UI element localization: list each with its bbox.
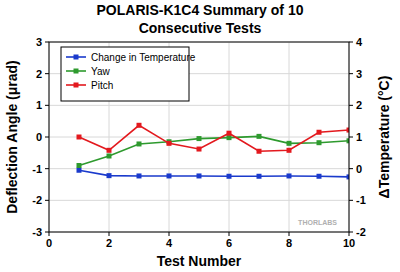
series-marker [107,154,112,159]
y2-tick-label: 1 [356,131,362,143]
y2-tick [349,105,353,106]
y-tick [45,168,49,169]
x-tick-label: 10 [343,237,355,249]
y-tick [45,137,49,138]
series-marker [257,134,262,139]
x-tick [169,232,170,236]
y-tick [45,42,49,43]
series-marker [77,168,82,173]
series-marker [287,141,292,146]
y2-tick-label: 0 [356,163,362,175]
series-marker [137,123,142,128]
y-tick-label: 1 [36,99,42,111]
y2-tick-label: 3 [356,68,362,80]
y-tick [45,232,49,233]
y-axis-label: Deflection Angle (μrad) [4,60,20,214]
y-grid-line [49,200,349,201]
series-marker [77,163,82,168]
series-marker [137,141,142,146]
series-marker [137,173,142,178]
y2-axis: -2 -1 0 1 2 3 4 ΔTemperature (°C) [349,36,392,238]
y-tick-label: 3 [36,36,42,48]
title-line: Consecutive Tests [139,20,262,36]
x-tick [109,232,110,236]
x-tick-label: 4 [166,237,173,249]
series-marker [287,148,292,153]
series-line [79,125,349,151]
x-tick-label: 2 [106,237,112,249]
title: POLARIS-K1C4 Summary of 10 Consecutive Te… [97,2,304,36]
x-axis: 0 2 4 6 8 10 Test Number [46,232,355,269]
y2-tick [349,73,353,74]
y-tick [45,200,49,201]
background [0,0,400,272]
x-tick [229,232,230,236]
series-marker [197,147,202,152]
y2-tick-label: 2 [356,99,362,111]
x-tick [289,232,290,236]
plot-frame [49,42,349,232]
y2-tick-label: -1 [356,194,366,206]
x-tick [49,232,50,236]
title-text: POLARIS-K1C4 Summary of 10 Consecutive Te… [97,2,304,36]
grid [49,42,349,232]
legend-label: Change in Temperature [91,52,196,63]
series-marker [197,136,202,141]
y-tick-label: 2 [36,68,42,80]
series-marker [317,140,322,145]
series-line [79,170,349,177]
series-marker [227,131,232,136]
y2-tick-label: -2 [356,226,366,238]
x-axis-label: Test Number [157,253,242,269]
y-tick [45,73,49,74]
x-tick-label: 0 [46,237,52,249]
series-marker [317,130,322,135]
x-tick [349,232,350,236]
series-marker [167,141,172,146]
legend-label: Yaw [91,66,110,77]
y2-axis-label: ΔTemperature (°C) [376,76,392,199]
y2-tick [349,42,353,43]
series-marker [107,173,112,178]
legend-marker [74,83,79,88]
y-tick-label: -1 [32,163,42,175]
series-marker [227,174,232,179]
series-marker [167,173,172,178]
series-marker [107,148,112,153]
series-marker [287,173,292,178]
y2-tick [349,137,353,138]
series-marker [257,174,262,179]
series-group [77,123,350,180]
y-tick-label: -3 [32,226,42,238]
y-grid-line [49,168,349,169]
series-marker [77,135,82,140]
series-marker [317,174,322,179]
x-tick-label: 6 [226,237,232,249]
legend-marker [74,55,79,60]
legend-label: Pitch [91,80,113,91]
y-grid-line [49,105,349,106]
y2-tick [349,232,353,233]
y-tick-label: -2 [32,194,42,206]
chart: POLARIS-K1C4 Summary of 10 Consecutive Te… [0,0,400,272]
legend-marker [74,69,79,74]
y-tick-label: 0 [36,131,42,143]
y2-tick-label: 4 [356,36,363,48]
y2-tick [349,200,353,201]
x-tick-label: 8 [286,237,292,249]
watermark: THORLABS [298,219,337,226]
y-tick [45,105,49,106]
series-marker [197,173,202,178]
title-line: POLARIS-K1C4 Summary of 10 [97,2,304,18]
y-axis: -3 -2 -1 0 1 2 3 Deflection Angle (μrad) [4,36,49,238]
series-marker [257,149,262,154]
y2-tick [349,168,353,169]
legend: Change in Temperature Yaw Pitch [61,47,196,101]
series-marker [227,135,232,140]
plot-area [49,42,349,232]
